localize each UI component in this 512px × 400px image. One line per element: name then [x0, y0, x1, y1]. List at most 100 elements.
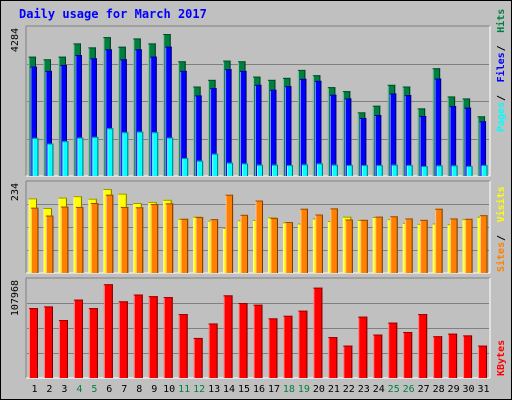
x-tick-label: 18	[283, 384, 295, 395]
pages-bar	[466, 166, 473, 176]
kbytes-bar	[208, 323, 218, 378]
kbytes-bar	[463, 335, 473, 378]
kbytes-bar	[403, 331, 413, 378]
kbytes-bar	[268, 318, 278, 378]
pages-bar	[451, 165, 458, 176]
legend-pages: Pages	[496, 102, 507, 132]
pages-bar	[301, 164, 308, 176]
x-tick-label: 7	[121, 384, 127, 395]
kbytes-bar	[298, 310, 308, 378]
x-tick-label: 1	[31, 384, 37, 395]
pages-bar	[47, 143, 54, 176]
kbytes-bar	[448, 333, 458, 378]
files-bar	[284, 86, 292, 176]
pages-bar	[346, 165, 353, 176]
pages-bar	[122, 132, 129, 176]
kbytes-bar	[388, 322, 398, 378]
files-bar	[389, 93, 397, 176]
pages-bar	[257, 164, 264, 176]
x-tick-label: 9	[151, 384, 157, 395]
pages-bar	[182, 158, 189, 176]
legend-hits: Hits	[495, 9, 507, 33]
pages-bar	[137, 131, 144, 176]
kbytes-bar	[118, 301, 128, 378]
x-tick-label: 26	[403, 384, 415, 395]
kbytes-bar	[88, 308, 98, 378]
kbytes-bar	[418, 314, 428, 378]
kbytes-bar	[343, 345, 353, 378]
x-tick-label: 3	[61, 384, 67, 395]
kbytes-bar	[478, 345, 488, 378]
sites-bar	[105, 194, 114, 273]
x-tick-label: 12	[193, 384, 205, 395]
sites-bar	[195, 217, 204, 273]
sites-bar	[435, 208, 443, 273]
pages-bar	[32, 137, 39, 176]
sites-bar	[345, 219, 353, 273]
ymax-label: 4284	[10, 28, 21, 52]
sites-bar	[480, 215, 488, 273]
kbytes-bar	[223, 295, 233, 378]
kbytes-bar	[253, 304, 263, 378]
pages-bar	[286, 165, 293, 176]
x-tick-label: 27	[418, 384, 430, 395]
x-tick-label: 28	[433, 384, 445, 395]
kbytes-bar	[103, 284, 113, 378]
pages-bar	[77, 137, 84, 176]
files-bar	[344, 98, 352, 176]
sites-bar	[315, 214, 323, 273]
kbytes-bar	[238, 303, 248, 378]
sites-bar	[165, 203, 174, 273]
pages-bar	[481, 165, 488, 176]
x-tick-label: 30	[463, 384, 475, 395]
pages-bar	[421, 166, 428, 176]
files-bar	[404, 95, 412, 176]
kbytes-bar	[58, 320, 68, 378]
legend-kbytes: KBytes	[496, 340, 507, 376]
sites-bar	[255, 200, 264, 273]
pages-bar	[271, 164, 278, 176]
x-tick-label: 20	[313, 384, 325, 395]
sites-bar	[135, 207, 144, 273]
pages-bar	[92, 136, 99, 176]
legend-files: Files	[495, 52, 507, 82]
files-bar	[419, 116, 427, 176]
x-tick-label: 17	[268, 384, 280, 395]
files-bar	[299, 78, 307, 176]
x-tick-label: 16	[253, 384, 265, 395]
x-tick-label: 11	[178, 384, 190, 395]
sites-bar	[240, 214, 249, 273]
pages-bar	[107, 128, 114, 176]
sites-bar	[120, 206, 129, 273]
pages-bar	[316, 163, 323, 176]
sites-bar	[210, 219, 219, 273]
legend-visits: Visits	[495, 186, 507, 222]
x-tick-label: 4	[76, 384, 82, 395]
sites-bar	[225, 194, 234, 273]
x-tick-label: 10	[163, 384, 175, 395]
kbytes-bar	[283, 315, 293, 378]
sites-bar	[405, 218, 413, 273]
kbytes-bar	[193, 337, 203, 378]
x-tick-label: 5	[91, 384, 97, 395]
kbytes-bar	[328, 337, 338, 378]
kbytes-bar	[373, 334, 383, 378]
files-bar	[314, 80, 322, 176]
pages-bar	[436, 165, 443, 176]
legend1-separator: /	[496, 45, 507, 51]
x-tick-label: 19	[298, 384, 310, 395]
pages-bar	[376, 165, 383, 176]
files-bar	[329, 94, 337, 176]
sites-bar	[300, 208, 308, 273]
ymax-label: 107968	[10, 280, 21, 316]
x-tick-label: 6	[106, 384, 112, 395]
sites-bar	[375, 216, 383, 273]
pages-bar	[227, 162, 234, 176]
kbytes-bar	[313, 287, 323, 378]
files-bar	[449, 106, 457, 176]
x-tick-label: 23	[358, 384, 370, 395]
kbytes-bar	[43, 306, 53, 378]
x-tick-label: 24	[373, 384, 385, 395]
files-bar	[464, 107, 472, 176]
